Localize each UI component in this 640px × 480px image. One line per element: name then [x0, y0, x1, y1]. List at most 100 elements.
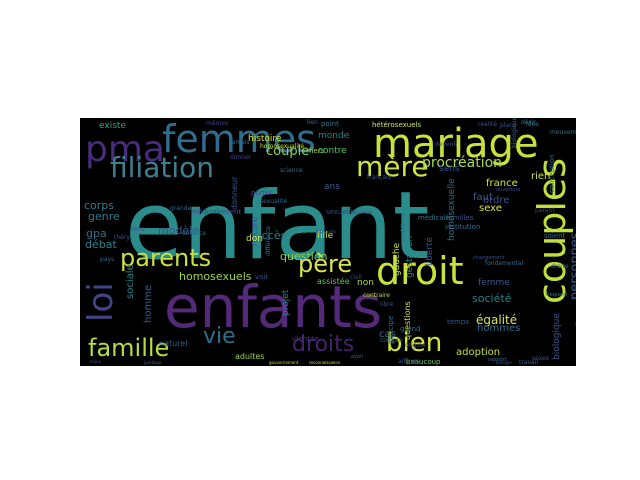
word-monde: monde — [318, 131, 350, 141]
word-cas: cas — [379, 329, 396, 340]
word-point: point — [321, 120, 339, 128]
word-ordre: ordre — [483, 195, 510, 206]
word-projet: projet — [281, 289, 291, 316]
word-liberte: liberté — [425, 236, 435, 266]
word-irene: irène — [130, 226, 146, 233]
word-jamais: jamais — [230, 139, 250, 146]
word-civil: civil — [350, 274, 362, 281]
word-contre: contre — [318, 146, 347, 156]
word-libre: libre — [380, 301, 394, 308]
word-personnes: personnes — [568, 232, 576, 300]
word-deja: déjà — [296, 227, 309, 234]
word-vie: vie — [203, 324, 236, 349]
word-france: france — [486, 178, 518, 189]
word-institution: institution — [445, 223, 481, 231]
word-homme: homme — [143, 284, 154, 323]
word-parents: parents — [120, 244, 212, 272]
word-juridique: juridique — [144, 360, 162, 365]
word-existe: existe — [99, 121, 126, 131]
word-famille: famille — [88, 334, 170, 362]
word-conception: conception — [548, 154, 556, 193]
word-heterosexuels: hétérosexuels — [372, 121, 422, 129]
word-femmes: femmes — [162, 118, 316, 161]
word-mere: mère — [356, 150, 429, 183]
word-temps: temps — [447, 318, 469, 326]
word-beaucoup: beaucoup — [406, 358, 441, 366]
word-fille: fille — [317, 231, 334, 241]
word-sexes: sexes — [532, 355, 549, 362]
word-sociaux: sociaux — [575, 323, 576, 328]
word-modele: modèle — [158, 224, 200, 237]
word-reconnaissance: reconnaissance — [309, 360, 341, 365]
word-sociale: sociale — [125, 264, 136, 299]
word-voir: voir — [255, 273, 269, 281]
word-enfant: enfant — [125, 172, 430, 281]
word-ailleurs: ailleurs — [398, 358, 420, 365]
word-rapport: rapport — [488, 357, 507, 363]
word-corps: corps — [84, 199, 115, 212]
word-devenir: devenir — [435, 141, 458, 148]
word-droit: droit — [376, 249, 464, 293]
word-donneur: donneur — [230, 176, 239, 210]
word-avoir: avoir — [351, 354, 364, 360]
word-mariage: mariage — [373, 121, 539, 167]
word-droite: droite — [551, 263, 569, 270]
word-mouvement: mouvement — [550, 129, 576, 136]
word-assistee: assistée — [317, 277, 350, 286]
word-medicalement: médicalement — [191, 208, 242, 216]
word-egalite: égalité — [476, 313, 518, 327]
word-lien: lien — [307, 119, 318, 126]
word-bien: bien — [386, 328, 443, 358]
word-ouverture: ouverture — [496, 187, 521, 193]
word-place: place — [500, 122, 517, 129]
word-probleme: problème — [400, 212, 407, 241]
word-grande: grande — [170, 205, 192, 212]
word-cloud: enfant enfants mariage femmes pma couples droi… — [80, 118, 576, 366]
word-biologiques: biologiques — [511, 118, 518, 148]
word-homosexualite: homosexualité — [260, 143, 305, 150]
word-identite: identité — [292, 335, 319, 343]
word-naissance: naissance — [343, 209, 373, 216]
word-don: don — [246, 234, 263, 244]
word-rien: rien — [531, 171, 551, 182]
word-homosexuelle: homosexuelle — [447, 178, 457, 241]
word-fondamental: fondamental — [485, 260, 524, 267]
word-pma: pma — [85, 129, 165, 170]
word-frequent: fréquent — [546, 292, 568, 298]
word-droits: droits — [292, 332, 355, 357]
word-pere: père — [298, 250, 353, 278]
word-naturel: naturel — [159, 339, 188, 348]
word-acces: accès — [255, 229, 287, 242]
word-medicale: médicale — [418, 214, 450, 222]
word-non: non — [357, 278, 374, 288]
word-thery: théry — [114, 234, 130, 241]
word-gouvernement: gouvernement — [269, 360, 299, 365]
word-pays: pays — [100, 256, 115, 263]
word-fiers: fiers — [309, 147, 325, 155]
word-biologique: biologique — [552, 313, 562, 360]
word-histoire: histoire — [248, 134, 282, 144]
word-changement: changement — [473, 255, 505, 261]
word-adultes: adultes — [235, 352, 265, 361]
word-science: science — [280, 167, 303, 174]
word-donner: donner — [230, 154, 252, 161]
word-grand: grand — [400, 325, 421, 333]
word-gestation: gestation — [405, 235, 415, 278]
word-memes: mêmes — [206, 120, 229, 127]
word-enfance: enfance — [182, 230, 207, 237]
word-porter: porter — [251, 189, 273, 197]
word-sexe: sexe — [479, 203, 502, 214]
word-francais: français — [367, 174, 391, 181]
word-origine: origine — [405, 342, 426, 349]
word-faut: faut — [473, 192, 493, 203]
word-soient: soient — [544, 232, 566, 240]
word-sexualite: sexualité — [260, 198, 288, 205]
word-difference: différence — [265, 225, 272, 256]
word-enjeu: enjeu — [90, 359, 102, 364]
word-questions: questions — [403, 301, 412, 340]
word-couple: couple — [266, 144, 310, 159]
word-contraire: contraire — [363, 292, 390, 299]
word-procreation: procréation — [422, 155, 503, 171]
word-realite: réalité — [478, 121, 498, 128]
word-sexuelle: sexuelle — [326, 208, 355, 216]
